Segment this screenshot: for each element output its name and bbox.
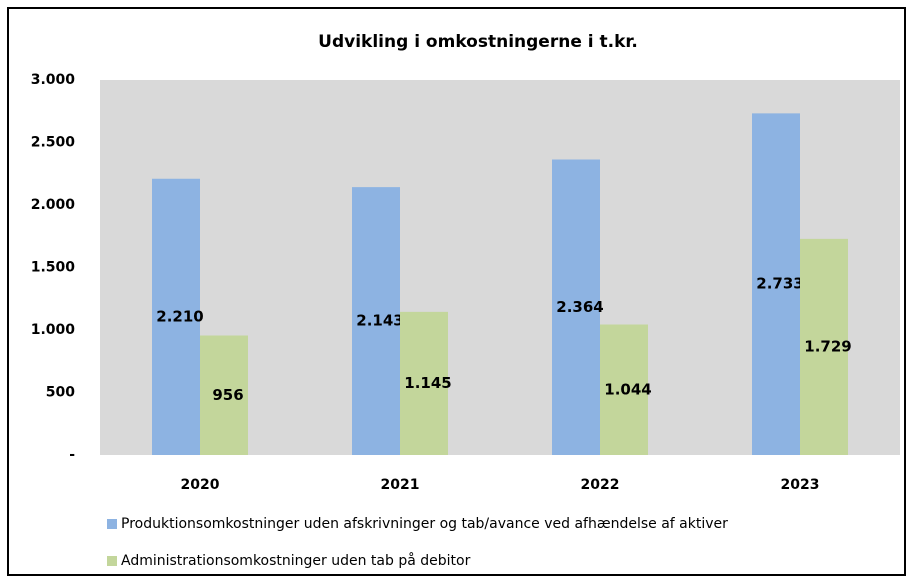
legend-label: Administrationsomkostninger uden tab på … (121, 552, 471, 569)
data-label: 1.044 (604, 380, 651, 398)
x-tick-label: 2021 (381, 477, 420, 493)
bar (400, 311, 448, 455)
data-label: 1.729 (804, 337, 851, 355)
data-label: 1.145 (404, 374, 451, 392)
data-label: 956 (212, 386, 243, 404)
legend-swatch (107, 519, 117, 529)
bar (800, 238, 848, 455)
bar (600, 324, 648, 455)
y-tick-label: 1.000 (31, 322, 76, 338)
x-tick-label: 2023 (781, 477, 820, 493)
y-tick-label: 1.500 (31, 260, 76, 276)
bar (752, 113, 800, 455)
legend-swatch (107, 556, 117, 566)
bar (552, 159, 600, 455)
y-tick-label: 2.000 (31, 197, 76, 213)
data-label: 2.364 (556, 298, 603, 316)
y-tick-label: - (69, 447, 75, 463)
x-tick-label: 2022 (581, 477, 620, 493)
bar (352, 187, 400, 455)
x-tick-label: 2020 (181, 477, 220, 493)
legend-label: Produktionsomkostninger uden afskrivning… (121, 516, 728, 532)
bar (152, 178, 200, 455)
y-tick-label: 3.000 (31, 72, 76, 88)
data-label: 2.733 (756, 275, 803, 293)
bar (200, 335, 248, 455)
data-label: 2.143 (356, 312, 403, 330)
chart-title: Udvikling i omkostningerne i t.kr. (318, 32, 638, 52)
y-tick-label: 500 (46, 385, 75, 401)
y-tick-label: 2.500 (31, 135, 76, 151)
data-label: 2.210 (156, 307, 203, 325)
